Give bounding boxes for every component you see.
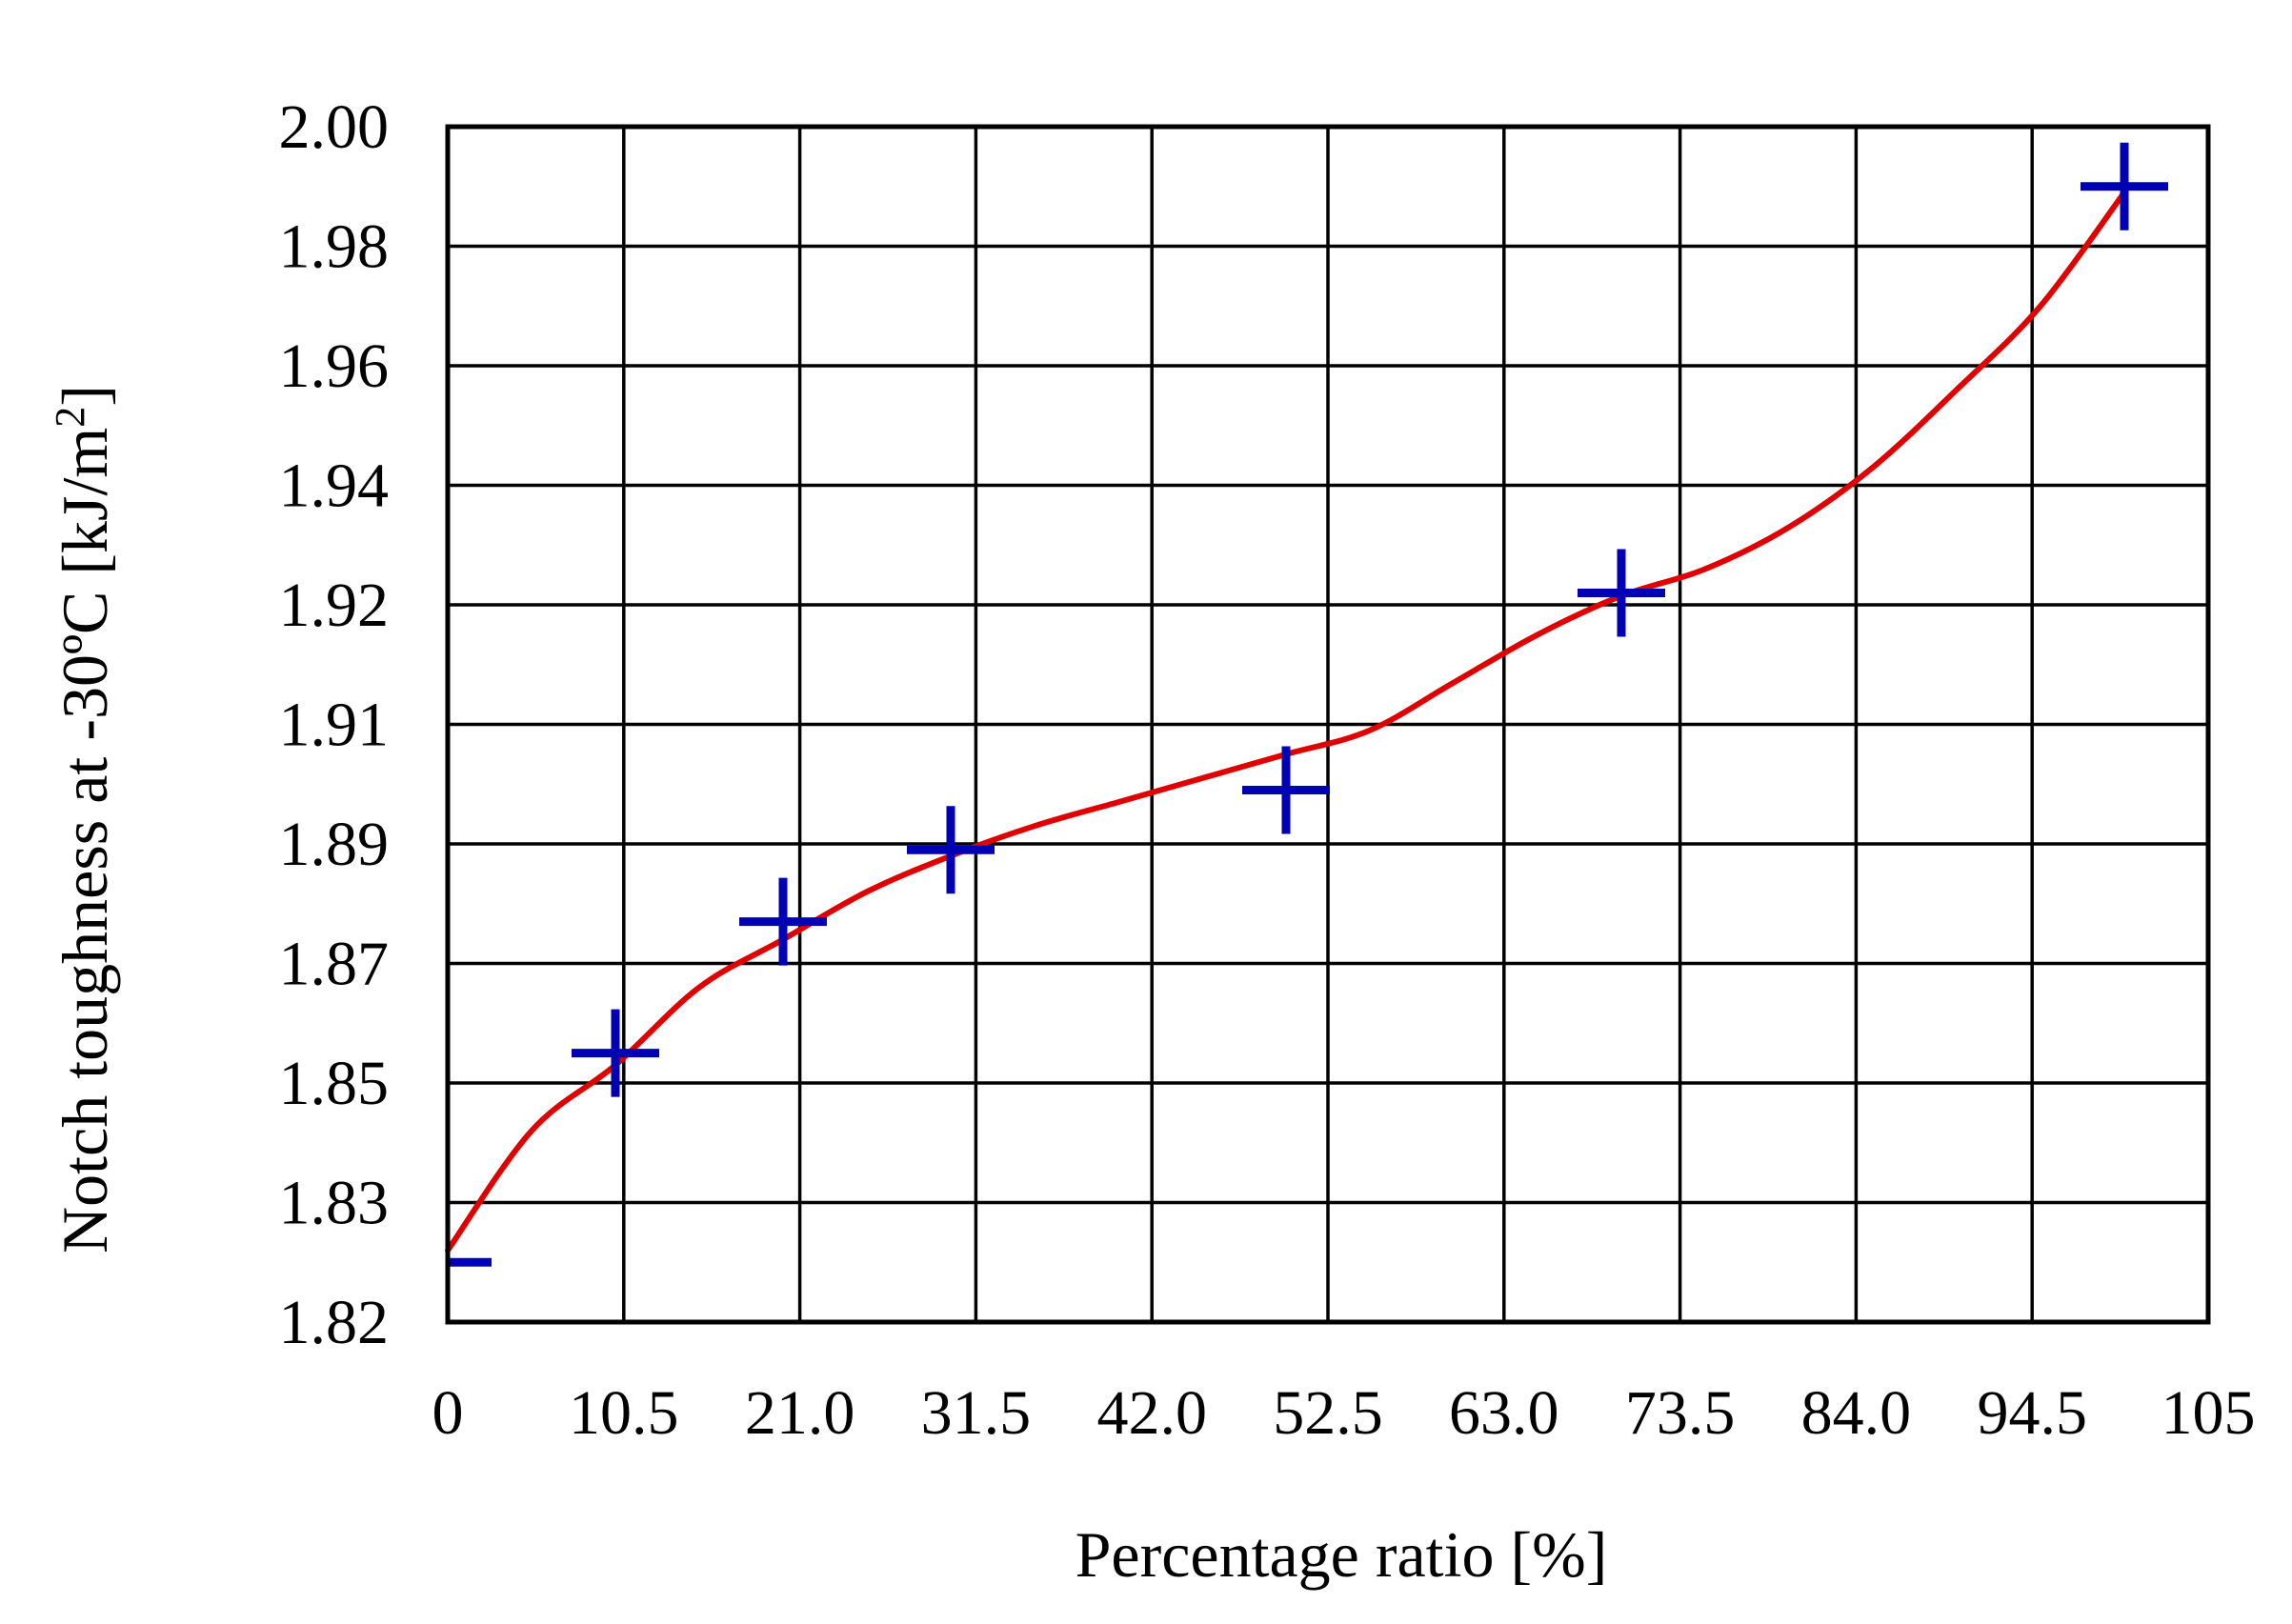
y-tick-label: 1.85	[279, 1049, 390, 1118]
y-axis-label-main: Notch toughness at -30ºC [kJ/m	[49, 428, 121, 1253]
y-axis-tick-labels: 1.82 1.83 1.85 1.87 1.89 1.91 1.92 1.94 1.96 1.98…	[279, 92, 390, 1357]
x-tick-label: 63.0	[1449, 1378, 1559, 1448]
y-axis-label-superscript: 2	[47, 407, 93, 428]
y-tick-label: 1.96	[279, 331, 390, 401]
data-point-marker	[1578, 549, 1665, 637]
grid-lines	[448, 127, 2208, 1322]
x-tick-label: 94.5	[1977, 1378, 2087, 1448]
x-tick-label: 105	[2161, 1378, 2256, 1448]
x-tick-label: 42.0	[1096, 1378, 1207, 1448]
data-point-marker	[907, 806, 995, 894]
x-tick-label: 73.5	[1625, 1378, 1736, 1448]
y-tick-label: 1.89	[279, 810, 390, 879]
x-tick-label: 84.0	[1801, 1378, 1912, 1448]
data-point-marker	[739, 877, 827, 966]
y-tick-label: 2.00	[279, 92, 390, 162]
x-tick-label: 10.5	[569, 1378, 679, 1448]
x-tick-label: 0	[432, 1378, 464, 1448]
y-axis-label: Notch toughness at -30ºC [kJ/m2]	[47, 385, 121, 1253]
y-tick-label: 1.83	[279, 1169, 390, 1238]
x-tick-label: 31.5	[921, 1378, 1032, 1448]
y-axis-label-end: ]	[49, 385, 121, 407]
y-tick-label: 1.94	[279, 451, 390, 521]
data-points-layer	[448, 142, 2168, 1267]
fit-curve-line	[445, 190, 2127, 1253]
y-tick-label: 1.91	[279, 691, 390, 760]
data-point-marker	[2081, 142, 2168, 231]
x-axis-label: Percentage ratio [%]	[1076, 1518, 1608, 1591]
y-tick-label: 1.92	[279, 571, 390, 640]
fit-curve-layer	[445, 190, 2127, 1253]
plot-area-frame	[445, 124, 2211, 1325]
x-axis-tick-labels: 0 10.5 21.0 31.5 42.0 52.5 63.0 73.5 84.0 94.5 105	[432, 1378, 2256, 1448]
data-point-marker	[572, 1009, 659, 1097]
y-tick-label: 1.82	[279, 1288, 390, 1357]
x-tick-label: 21.0	[745, 1378, 855, 1448]
y-tick-label: 1.87	[279, 930, 390, 999]
y-tick-label: 1.98	[279, 212, 390, 282]
x-tick-label: 52.5	[1273, 1378, 1383, 1448]
data-point-marker	[1242, 746, 1330, 834]
